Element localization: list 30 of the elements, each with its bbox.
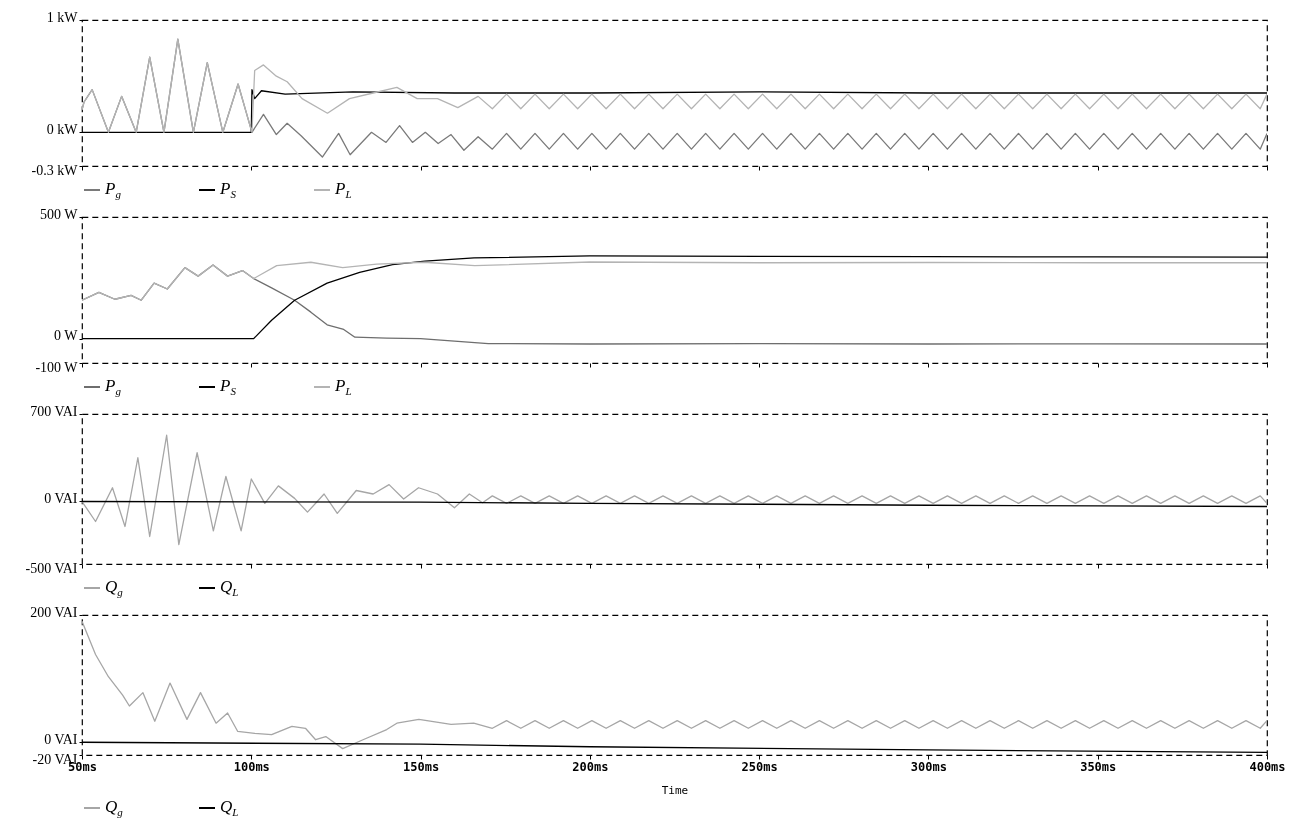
legend-label: P$_{S}$ bbox=[220, 179, 236, 201]
legend-label: Q$_{g}$ bbox=[105, 577, 123, 599]
y-tick-label: 500 W bbox=[40, 206, 79, 222]
y-tick-label: -500 VAI bbox=[25, 560, 78, 576]
legend-label: P$_{S}$ bbox=[220, 376, 236, 398]
legend-label: P$_{g}$ bbox=[105, 376, 121, 398]
x-tick-label: 150ms bbox=[403, 759, 440, 774]
x-tick-label: 200ms bbox=[572, 759, 609, 774]
y-tick-label: 0 VAI bbox=[44, 731, 78, 747]
y-tick-label: -0.3 kW bbox=[31, 162, 79, 178]
x-tick-label: 350ms bbox=[1080, 759, 1117, 774]
legend-label: P$_{L}$ bbox=[335, 376, 352, 398]
line-series bbox=[82, 434, 1267, 546]
y-tick-label: 700 VAI bbox=[30, 403, 78, 419]
x-tick-label: 100ms bbox=[233, 759, 270, 774]
x-tick-label: 300ms bbox=[910, 759, 947, 774]
x-tick-label: 400ms bbox=[1249, 759, 1286, 774]
y-tick-label: 200 VAI bbox=[30, 604, 78, 620]
legend-label: Q$_{g}$ bbox=[105, 797, 123, 819]
legend-label: Q$_{L}$ bbox=[220, 577, 239, 599]
legend-label: P$_{g}$ bbox=[105, 179, 121, 201]
y-tick-label: 0 W bbox=[54, 328, 79, 344]
y-tick-label: 1 kW bbox=[46, 9, 79, 25]
legend-label: P$_{L}$ bbox=[335, 179, 352, 201]
x-tick-label: 250ms bbox=[741, 759, 778, 774]
y-tick-label: 0 VAI bbox=[44, 491, 78, 506]
x-axis-title: Time bbox=[661, 783, 689, 797]
y-tick-label: 0 kW bbox=[46, 121, 79, 137]
legend-label: Q$_{L}$ bbox=[220, 797, 239, 819]
y-tick-label: -100 W bbox=[35, 359, 79, 375]
